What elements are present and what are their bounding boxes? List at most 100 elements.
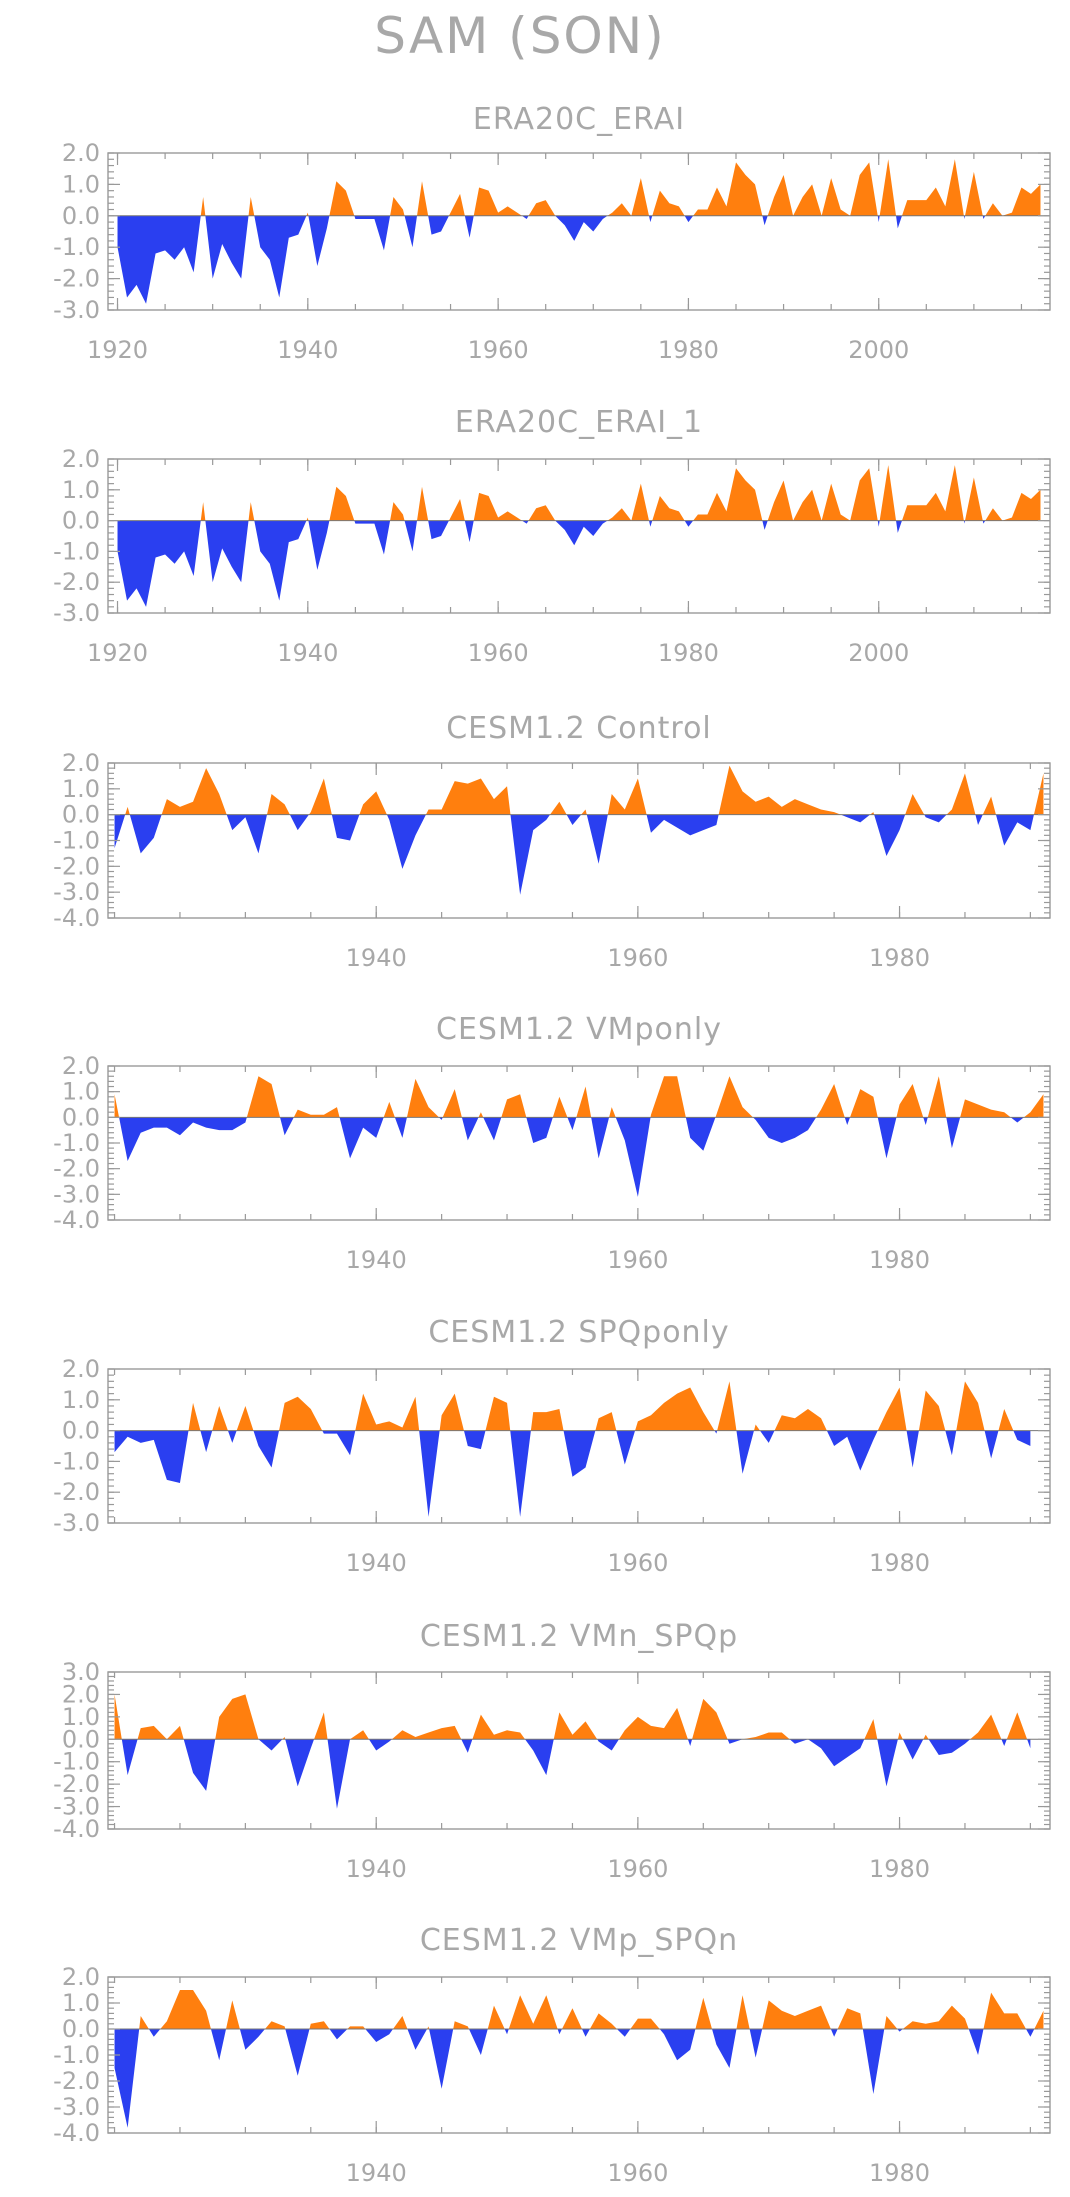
y-tick-label: 0.0	[62, 801, 100, 829]
panel-title: CESM1.2 Control	[446, 711, 712, 746]
y-tick-label: 2.0	[62, 1355, 100, 1383]
x-tick-label: 1960	[468, 336, 529, 364]
plot-frame	[107, 152, 1051, 311]
y-tick-label: -1.0	[53, 1748, 100, 1776]
y-tick-label: -2.0	[53, 1770, 100, 1798]
y-tick-label: -1.0	[53, 537, 100, 565]
panel-7: CESM1.2 VMp_SPQn 2.01.00.0-1.0-2.0-3.0-4.…	[53, 1923, 1051, 2187]
negative-area	[114, 1430, 1031, 1517]
negative-area	[114, 814, 1044, 895]
negative-area-segment	[114, 1739, 1031, 1809]
y-tick-label: -4.0	[53, 1815, 100, 1843]
x-tick-label: 1980	[869, 944, 930, 972]
y-tick-label: 3.0	[62, 1658, 100, 1686]
positive-area	[114, 1381, 1031, 1431]
positive-area	[117, 159, 1041, 216]
x-tick-label: 1980	[658, 639, 719, 667]
y-tick-label: 0.0	[62, 202, 100, 230]
panel-1: ERA20C_ERAI 2.0 1.0 0.0 -1.0 -2.0 -3.0 1920 1940…	[53, 102, 1051, 364]
y-tick-label: 1.0	[62, 775, 100, 803]
negative-area-segment	[117, 520, 1041, 607]
positive-area	[117, 465, 1041, 521]
x-tick-label: 1920	[87, 639, 148, 667]
negative-area-segment	[114, 2029, 1044, 2128]
y-tick-label: -2.0	[53, 2067, 100, 2095]
panel-3: CESM1.2 Control 2.01.00.0-1.0-2.0-3.0-4.0…	[53, 711, 1051, 972]
plot-frame	[107, 1976, 1051, 2134]
y-tick-label: 2.0	[62, 1963, 100, 1991]
y-tick-label: 2.0	[62, 445, 100, 473]
negative-area-segment	[117, 215, 1041, 304]
x-tick-label: 1980	[658, 336, 719, 364]
y-tick-label: 0.0	[62, 1103, 100, 1131]
y-tick-label: 1.0	[62, 1703, 100, 1731]
plot-frame	[107, 1065, 1051, 1221]
x-tick-label: 1940	[346, 944, 407, 972]
panel-title: ERA20C_ERAI	[473, 102, 685, 137]
y-tick-label: 1.0	[62, 1386, 100, 1414]
negative-area-segment	[114, 1117, 1044, 1197]
x-tick-label: 1940	[346, 1855, 407, 1883]
figure-title: SAM (SON)	[374, 7, 665, 65]
positive-area-segment	[114, 1694, 1031, 1740]
y-tick-label: -3.0	[53, 1793, 100, 1821]
negative-area-segment	[114, 814, 1044, 895]
y-tick-label: 0.0	[62, 1725, 100, 1753]
panel-5: CESM1.2 SPQponly 2.0 1.0 0.0-1.0 -2.0 -3.0 194…	[53, 1315, 1051, 1577]
y-tick-label: 2.0	[62, 1680, 100, 1708]
positive-area-segment	[117, 159, 1041, 216]
y-tick-label: -3.0	[53, 2093, 100, 2121]
x-tick-label: 1980	[869, 2159, 930, 2187]
panel-title: ERA20C_ERAI_1	[455, 405, 703, 440]
x-tick-label: 1940	[277, 336, 338, 364]
x-tick-label: 1920	[87, 336, 148, 364]
y-tick-label: 2.0	[62, 749, 100, 777]
y-tick-label: -3.0	[53, 599, 100, 627]
y-tick-label: -1.0	[53, 1447, 100, 1475]
x-tick-label: 2000	[848, 639, 909, 667]
y-tick-label: -2.0	[53, 265, 100, 293]
positive-area-segment	[114, 1381, 1031, 1431]
positive-area-segment	[114, 765, 1044, 815]
y-tick-label: 2.0	[62, 139, 100, 167]
panel-title: CESM1.2 VMp_SPQn	[420, 1923, 738, 1958]
y-tick-label: 0.0	[62, 507, 100, 535]
x-tick-label: 1980	[869, 1246, 930, 1274]
plot-frame	[107, 1671, 1051, 1830]
panel-title: CESM1.2 VMn_SPQp	[420, 1619, 738, 1654]
negative-area	[114, 2029, 1044, 2128]
y-tick-label: -1.0	[53, 827, 100, 855]
y-tick-label: -4.0	[53, 2119, 100, 2147]
positive-area-segment	[114, 1076, 1044, 1118]
x-tick-label: 1940	[346, 1549, 407, 1577]
plot-frame	[107, 762, 1051, 919]
y-tick-label: -2.0	[53, 1478, 100, 1506]
negative-area	[114, 1117, 1044, 1197]
y-tick-label: 1.0	[62, 476, 100, 504]
y-tick-label: -4.0	[53, 904, 100, 932]
x-tick-label: 1960	[607, 1855, 668, 1883]
x-tick-label: 1960	[468, 639, 529, 667]
negative-area	[117, 215, 1041, 304]
x-tick-label: 1960	[607, 1549, 668, 1577]
y-tick-label: -3.0	[53, 296, 100, 324]
y-tick-label: -3.0	[53, 1509, 100, 1537]
positive-area	[114, 1694, 1031, 1740]
panel-title: CESM1.2 SPQponly	[428, 1315, 729, 1350]
y-tick-label: -2.0	[53, 852, 100, 880]
x-tick-label: 1940	[277, 639, 338, 667]
y-tick-label: 2.0	[62, 1052, 100, 1080]
panel-4: CESM1.2 VMponly 2.01.00.0-1.0-2.0-3.0-4.0…	[53, 1012, 1051, 1274]
y-tick-label: 1.0	[62, 1989, 100, 2017]
panel-2: ERA20C_ERAI_1 2.0 1.0 0.0-1.0 -2.0 -3.0 1920 19…	[53, 405, 1051, 667]
positive-area	[114, 765, 1044, 815]
x-tick-label: 1940	[346, 2159, 407, 2187]
y-tick-label: -3.0	[53, 878, 100, 906]
x-tick-label: 2000	[848, 336, 909, 364]
y-tick-label: -4.0	[53, 1206, 100, 1234]
positive-area	[114, 1990, 1044, 2029]
y-tick-label: -2.0	[53, 1155, 100, 1183]
x-tick-label: 1980	[869, 1549, 930, 1577]
y-tick-label: 1.0	[62, 170, 100, 198]
